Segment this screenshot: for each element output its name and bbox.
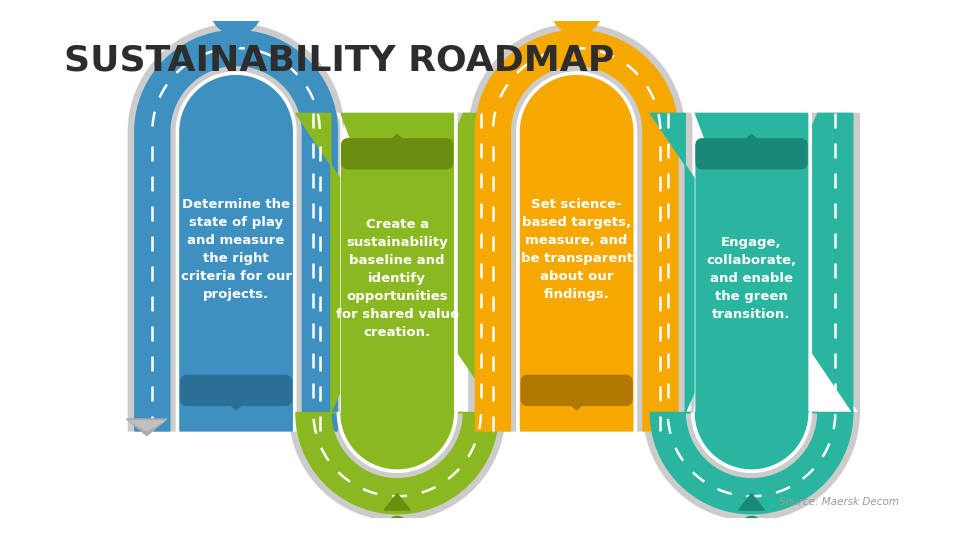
Polygon shape: [738, 134, 764, 146]
Polygon shape: [337, 113, 457, 472]
Polygon shape: [475, 31, 678, 431]
Polygon shape: [644, 113, 859, 520]
Circle shape: [551, 0, 603, 34]
Polygon shape: [177, 72, 296, 431]
FancyBboxPatch shape: [341, 138, 453, 170]
FancyBboxPatch shape: [695, 138, 807, 170]
Text: Source: Maersk Decom: Source: Maersk Decom: [779, 497, 899, 507]
Polygon shape: [130, 421, 164, 431]
Polygon shape: [516, 72, 636, 431]
Polygon shape: [187, 382, 285, 390]
Text: Set science-
based targets,
measure, and
be transparent
about our
findings.: Set science- based targets, measure, and…: [520, 198, 633, 301]
FancyBboxPatch shape: [520, 375, 633, 406]
Polygon shape: [127, 419, 167, 436]
FancyBboxPatch shape: [180, 126, 292, 406]
Polygon shape: [528, 382, 625, 390]
Polygon shape: [564, 399, 589, 410]
Polygon shape: [223, 399, 249, 410]
Polygon shape: [384, 134, 410, 146]
Text: Engage,
collaborate,
and enable
the green
transition.: Engage, collaborate, and enable the gree…: [707, 235, 797, 321]
FancyBboxPatch shape: [180, 375, 292, 406]
Polygon shape: [134, 31, 337, 431]
Polygon shape: [296, 113, 498, 514]
Ellipse shape: [383, 517, 411, 540]
Polygon shape: [341, 113, 453, 469]
Polygon shape: [290, 113, 505, 520]
Text: ✦: ✦: [392, 529, 403, 540]
Text: ◎: ◎: [228, 0, 244, 16]
Polygon shape: [223, 34, 249, 51]
Text: Create a
sustainability
baseline and
identify
opportunities
for shared value
cre: Create a sustainability baseline and ide…: [336, 218, 459, 339]
Polygon shape: [695, 113, 807, 469]
Polygon shape: [703, 154, 801, 162]
Polygon shape: [129, 24, 344, 431]
Polygon shape: [692, 113, 811, 472]
FancyBboxPatch shape: [341, 138, 453, 418]
Polygon shape: [738, 494, 764, 510]
Ellipse shape: [737, 517, 766, 540]
Polygon shape: [520, 76, 633, 431]
Polygon shape: [384, 494, 410, 510]
Polygon shape: [348, 154, 446, 162]
Text: Determine the
state of play
and measure
the right
criteria for our
projects.: Determine the state of play and measure …: [180, 198, 292, 301]
Text: ◎: ◎: [568, 0, 585, 16]
Circle shape: [210, 0, 262, 34]
Polygon shape: [348, 146, 446, 154]
Polygon shape: [650, 113, 852, 514]
Polygon shape: [703, 146, 801, 154]
FancyBboxPatch shape: [520, 126, 633, 406]
Polygon shape: [468, 24, 684, 431]
Polygon shape: [564, 34, 589, 51]
Text: ✦: ✦: [746, 529, 757, 540]
FancyBboxPatch shape: [695, 138, 807, 418]
Polygon shape: [180, 76, 292, 431]
Text: SUSTAINABILITY ROADMAP: SUSTAINABILITY ROADMAP: [64, 43, 614, 77]
